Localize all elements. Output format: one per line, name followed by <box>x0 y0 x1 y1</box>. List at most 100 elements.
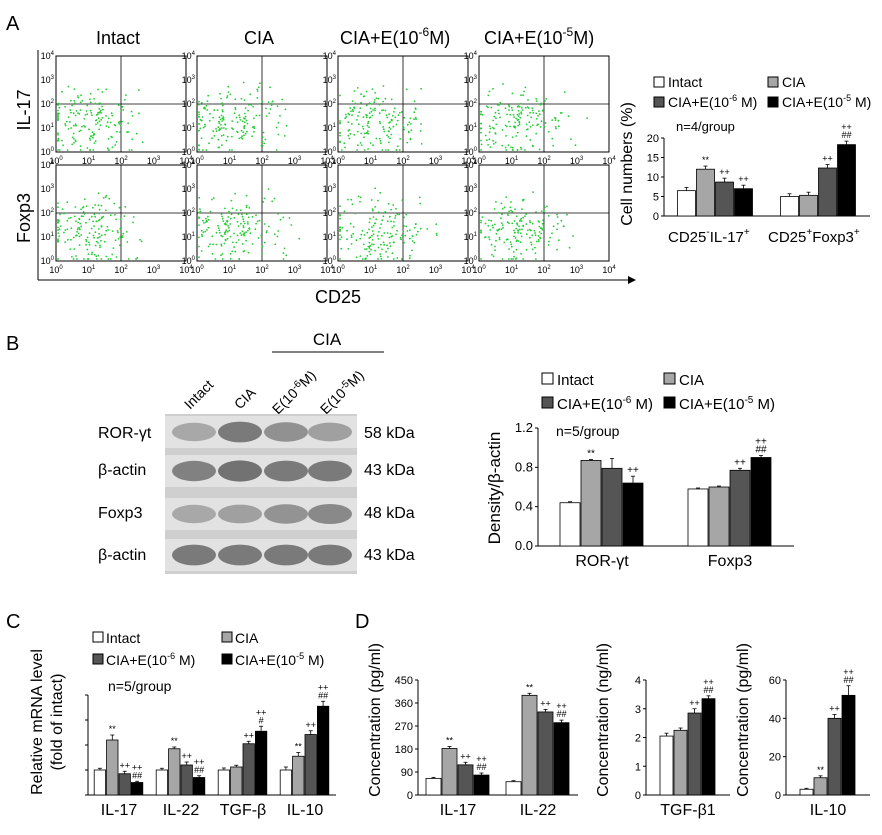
flow-dot <box>372 243 375 246</box>
flow-dot <box>86 104 89 107</box>
flow-dot <box>57 239 59 242</box>
flow-dot <box>198 236 200 239</box>
flow-dot <box>101 116 104 119</box>
flow-dot <box>396 145 399 148</box>
flow-dot <box>359 142 362 144</box>
panel-b-legend: Intact CIA CIA+E(10-6 M) CIA+E(10-5 M) <box>541 372 775 413</box>
x-tick-label: 103 <box>570 156 584 166</box>
flow-dot <box>400 258 403 260</box>
flow-dot <box>260 234 263 237</box>
flow-dot <box>79 109 82 111</box>
flow-dot <box>351 114 353 116</box>
flow-dot <box>487 94 490 97</box>
flow-dot <box>100 225 103 228</box>
flow-dot <box>228 149 231 151</box>
flow-dot <box>508 210 511 213</box>
y-tick-label: 4 <box>635 675 641 687</box>
flow-dot <box>511 146 514 149</box>
flow-dot <box>378 137 381 140</box>
flow-dot <box>237 225 240 228</box>
y-tick-label: 102 <box>323 99 337 109</box>
flow-dot <box>388 126 391 129</box>
flow-dot <box>528 220 531 222</box>
flow-dot <box>98 120 101 123</box>
flow-dot <box>515 135 518 137</box>
flow-dot <box>356 149 358 151</box>
bar <box>780 196 799 217</box>
flow-dot <box>570 138 572 141</box>
flow-dot <box>64 241 67 244</box>
flow-dot <box>98 208 101 211</box>
flow-dot <box>57 221 59 224</box>
flow-dot <box>501 129 504 131</box>
flow-dot <box>100 112 103 114</box>
y-tick-label: 101 <box>41 232 55 242</box>
flow-dot <box>517 124 519 127</box>
flow-dot <box>202 149 204 151</box>
flow-dot <box>243 112 246 115</box>
flow-dot <box>279 218 282 221</box>
band-name-ror: ROR-γt <box>98 425 152 442</box>
flow-dot <box>242 250 245 253</box>
flow-dot <box>560 219 563 222</box>
flow-dot <box>113 202 116 205</box>
flow-dot <box>57 132 59 135</box>
blot-strip-4 <box>165 539 357 571</box>
y-tick-label: 104 <box>182 51 196 61</box>
flow-dot <box>233 217 236 219</box>
flow-dot <box>221 217 224 220</box>
flow-dot <box>530 243 533 246</box>
flow-dot <box>420 143 423 145</box>
flow-dot <box>500 228 503 231</box>
flow-dot <box>542 110 545 112</box>
flow-dot <box>221 258 224 260</box>
flow-dot <box>390 98 393 101</box>
y-tick-label: 0.4 <box>515 499 533 514</box>
category-label: IL-22 <box>163 802 200 819</box>
flow-dot <box>362 243 365 246</box>
flow-dot <box>349 107 352 109</box>
flow-dot <box>397 114 400 116</box>
bar <box>841 694 856 796</box>
cia-bracket-label: CIA <box>313 330 342 349</box>
flow-dot <box>549 236 551 239</box>
flow-dot <box>266 230 268 232</box>
flow-dot <box>93 98 95 100</box>
flow-dot <box>89 135 92 138</box>
flow-dot <box>261 252 263 255</box>
flow-dot <box>351 100 354 102</box>
flow-dot <box>520 148 523 151</box>
flow-dot <box>67 127 70 130</box>
flow-dot <box>237 213 240 216</box>
flow-dot <box>121 236 124 239</box>
flow-dot <box>506 113 508 116</box>
flow-dot <box>86 248 89 251</box>
flow-dot <box>512 113 515 116</box>
flow-dot <box>435 223 438 226</box>
panel-d-ylabel-3: Concentration (pg/ml) <box>735 643 752 797</box>
flow-dot <box>351 203 354 206</box>
panel-c-ylabel-2: (fold of intact) <box>49 674 66 771</box>
flow-dot <box>100 109 102 112</box>
flow-dot <box>220 134 223 137</box>
flow-dot <box>229 235 232 238</box>
panel-c: C Intact CIA CIA+E(10-6 M) CIA+E(10-5 M)… <box>6 611 324 795</box>
flow-dot <box>516 222 518 225</box>
y-tick-label: 103 <box>323 184 337 194</box>
flow-dot <box>217 227 220 230</box>
flow-dot <box>99 244 101 247</box>
flow-dot <box>355 239 358 242</box>
flow-dot <box>201 235 204 238</box>
significance-marker: ## <box>476 762 486 772</box>
flow-dot <box>101 216 104 219</box>
bar <box>601 467 623 547</box>
flow-dot <box>510 146 512 149</box>
flow-dot <box>261 136 264 139</box>
flow-dot <box>484 236 486 239</box>
flow-dot <box>379 253 382 256</box>
flow-dot <box>533 229 536 232</box>
category-label: TGF-β1 <box>660 802 716 819</box>
flow-dot <box>213 109 216 112</box>
flow-dot <box>365 113 368 116</box>
